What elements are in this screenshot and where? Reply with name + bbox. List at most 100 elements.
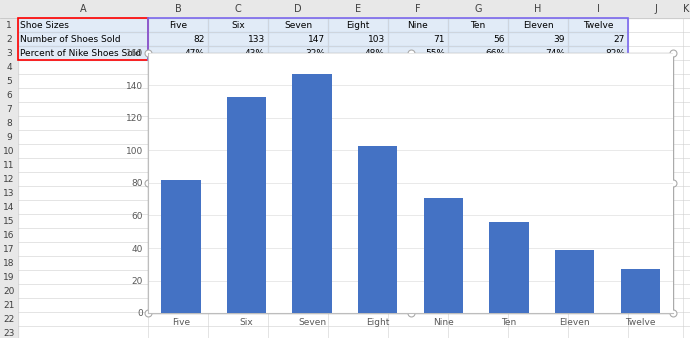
Text: Six: Six [231, 21, 245, 29]
Bar [208, 46, 268, 60]
Text: J: J [654, 4, 657, 14]
Text: 20: 20 [3, 287, 14, 295]
Bar [0, 172, 18, 186]
Bar [293, 74, 332, 313]
Bar [328, 32, 388, 46]
Bar [555, 250, 594, 313]
Text: 12: 12 [3, 174, 14, 184]
Text: K: K [683, 4, 690, 14]
Bar [18, 32, 148, 46]
Text: 2: 2 [6, 34, 12, 44]
Text: 43%: 43% [245, 48, 265, 57]
Text: 47%: 47% [185, 48, 205, 57]
Bar [18, 18, 148, 32]
Text: Nine: Nine [408, 21, 428, 29]
Bar [625, 57, 631, 63]
Bar [489, 222, 529, 313]
Bar [161, 180, 201, 313]
Bar [0, 18, 18, 32]
Text: 71: 71 [433, 34, 445, 44]
Text: 82%: 82% [605, 48, 625, 57]
Bar [0, 326, 18, 338]
Text: Five: Five [169, 21, 187, 29]
Text: 1: 1 [6, 21, 12, 29]
Bar [18, 18, 148, 60]
Text: Shoe Sizes: Shoe Sizes [20, 21, 69, 29]
Text: 3: 3 [6, 48, 12, 57]
Text: 5: 5 [6, 76, 12, 86]
Bar [0, 298, 18, 312]
Text: 133: 133 [248, 34, 265, 44]
Bar [508, 46, 568, 60]
Text: 11: 11 [3, 161, 14, 169]
Text: 13: 13 [3, 189, 14, 197]
Bar [0, 88, 18, 102]
Bar [0, 228, 18, 242]
Bar [568, 32, 628, 46]
Text: A: A [79, 4, 86, 14]
Text: Eight: Eight [346, 21, 370, 29]
Text: 7: 7 [6, 104, 12, 114]
Bar [0, 158, 18, 172]
Bar [328, 46, 388, 60]
Bar [0, 46, 18, 60]
Bar [0, 0, 690, 18]
Bar [358, 146, 397, 313]
Text: B: B [175, 4, 181, 14]
Text: Seven: Seven [284, 21, 312, 29]
Text: G: G [474, 4, 482, 14]
Text: 56: 56 [493, 34, 505, 44]
Text: 21: 21 [3, 300, 14, 310]
Bar [0, 214, 18, 228]
Bar [208, 32, 268, 46]
Bar [148, 32, 208, 46]
Bar [0, 74, 18, 88]
Bar [620, 269, 660, 313]
Text: 103: 103 [368, 34, 385, 44]
Bar [0, 186, 18, 200]
Bar [0, 200, 18, 214]
Bar [568, 46, 628, 60]
Text: 32%: 32% [305, 48, 325, 57]
Bar [0, 60, 18, 74]
Bar [0, 116, 18, 130]
Text: 48%: 48% [365, 48, 385, 57]
Text: 9: 9 [6, 132, 12, 142]
Bar [268, 46, 328, 60]
Bar [148, 18, 628, 60]
Bar [208, 18, 268, 32]
Text: Number of Shoes Sold: Number of Shoes Sold [20, 34, 121, 44]
Bar [388, 18, 448, 32]
Bar [0, 32, 18, 46]
Bar [388, 32, 448, 46]
Text: 23: 23 [3, 329, 14, 338]
Bar [508, 18, 568, 32]
Bar [448, 32, 508, 46]
Text: 16: 16 [3, 231, 14, 240]
Text: 14: 14 [3, 202, 14, 212]
Text: 8: 8 [6, 119, 12, 127]
Text: 10: 10 [3, 146, 14, 155]
Text: Twelve: Twelve [583, 21, 613, 29]
Text: 39: 39 [553, 34, 565, 44]
Text: 66%: 66% [485, 48, 505, 57]
Bar [448, 46, 508, 60]
Bar [0, 102, 18, 116]
Bar [0, 144, 18, 158]
Text: E: E [355, 4, 361, 14]
Text: H: H [534, 4, 542, 14]
Text: Eleven: Eleven [523, 21, 553, 29]
Text: Percent of Nike Shoes Sold: Percent of Nike Shoes Sold [20, 48, 141, 57]
Bar [0, 130, 18, 144]
Bar [508, 32, 568, 46]
Text: 147: 147 [308, 34, 325, 44]
Bar [268, 18, 328, 32]
Text: C: C [235, 4, 242, 14]
Text: F: F [415, 4, 421, 14]
Text: 82: 82 [194, 34, 205, 44]
Bar [148, 46, 208, 60]
Bar [388, 46, 448, 60]
Text: 19: 19 [3, 272, 14, 282]
Bar [0, 284, 18, 298]
Bar [148, 53, 673, 313]
